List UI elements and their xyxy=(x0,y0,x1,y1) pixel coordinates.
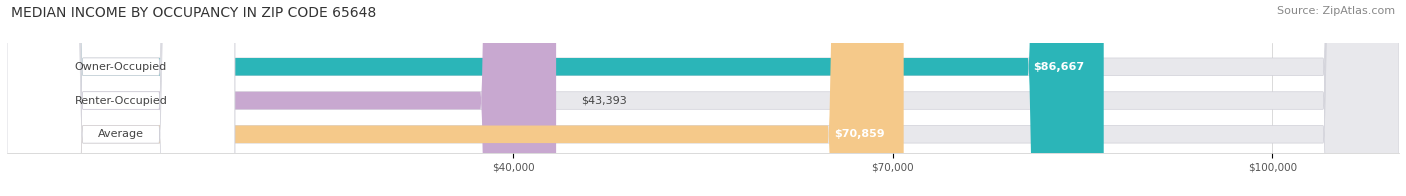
Text: $43,393: $43,393 xyxy=(582,95,627,105)
Text: MEDIAN INCOME BY OCCUPANCY IN ZIP CODE 65648: MEDIAN INCOME BY OCCUPANCY IN ZIP CODE 6… xyxy=(11,6,377,20)
Text: Renter-Occupied: Renter-Occupied xyxy=(75,95,167,105)
FancyBboxPatch shape xyxy=(7,0,1399,196)
Text: $86,667: $86,667 xyxy=(1033,62,1085,72)
FancyBboxPatch shape xyxy=(7,0,235,196)
FancyBboxPatch shape xyxy=(7,0,235,196)
FancyBboxPatch shape xyxy=(7,0,1399,196)
FancyBboxPatch shape xyxy=(7,0,235,196)
FancyBboxPatch shape xyxy=(7,0,904,196)
Text: Average: Average xyxy=(98,129,143,139)
Text: Owner-Occupied: Owner-Occupied xyxy=(75,62,167,72)
Text: Source: ZipAtlas.com: Source: ZipAtlas.com xyxy=(1277,6,1395,16)
FancyBboxPatch shape xyxy=(7,0,1399,196)
FancyBboxPatch shape xyxy=(7,0,1104,196)
Text: $70,859: $70,859 xyxy=(834,129,884,139)
FancyBboxPatch shape xyxy=(7,0,557,196)
